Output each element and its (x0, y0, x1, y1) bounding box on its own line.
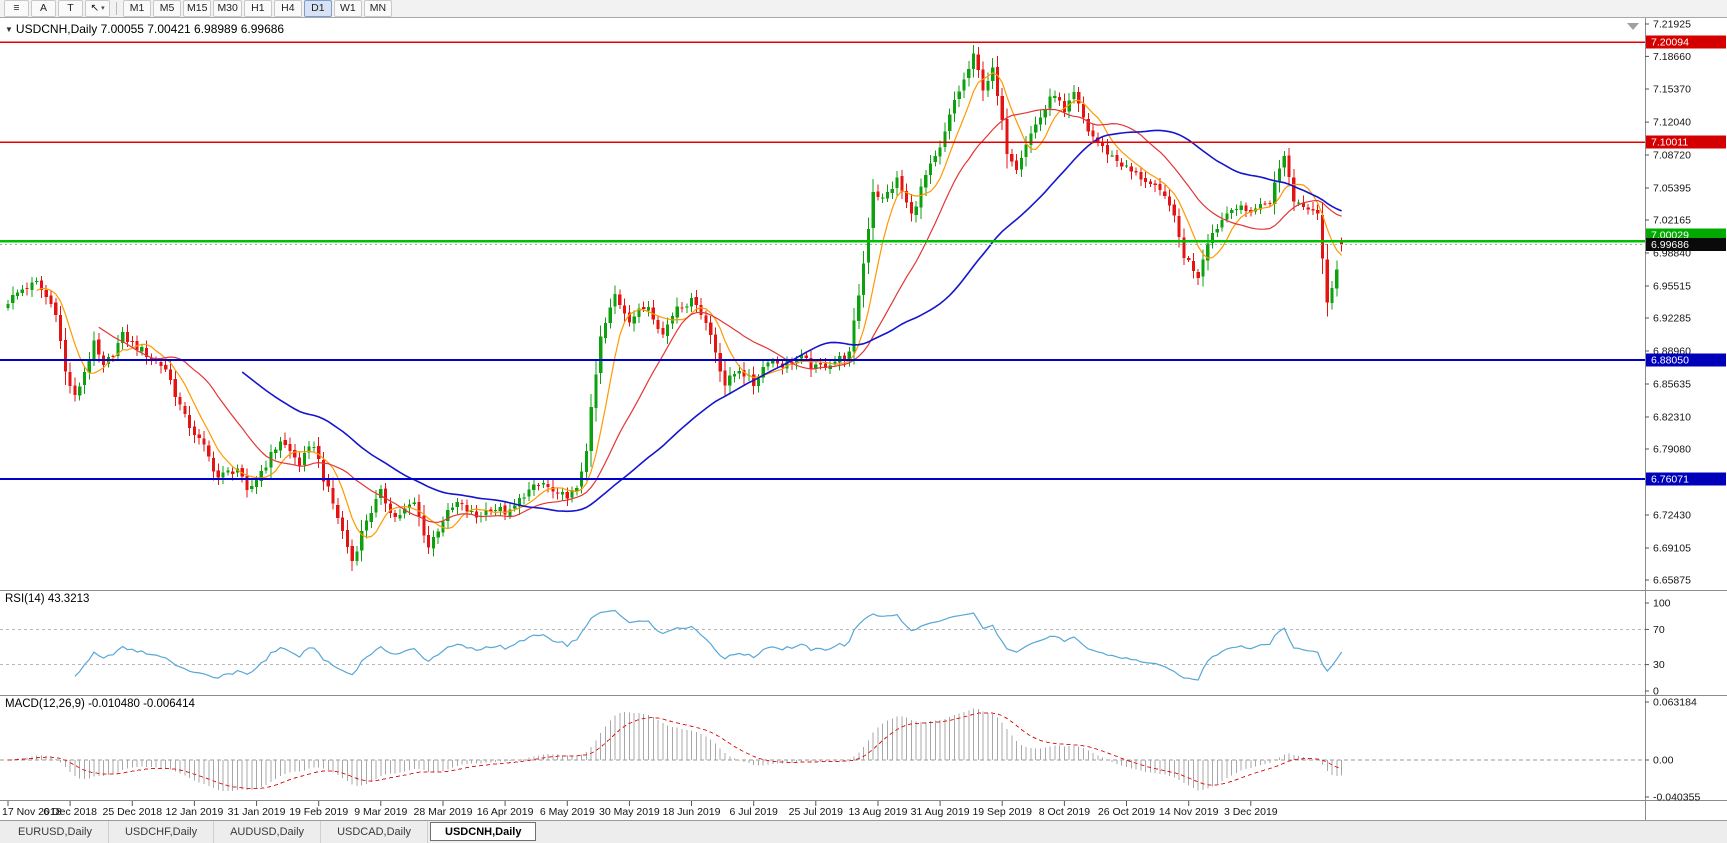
top-toolbar: ≡ A T ↖ ▾ M1 M5 M15 M30 H1 H4 D1 W1 MN (0, 0, 1727, 18)
svg-text:26 Oct 2019: 26 Oct 2019 (1098, 806, 1155, 818)
svg-text:30: 30 (1653, 659, 1665, 671)
horizontal-lines-layer[interactable] (0, 41, 1645, 480)
timeframe-m30-button[interactable]: M30 (213, 0, 242, 17)
svg-text:70: 70 (1653, 624, 1665, 636)
svg-text:25 Jul 2019: 25 Jul 2019 (789, 806, 843, 818)
svg-text:6.76071: 6.76071 (1651, 473, 1689, 485)
svg-text:0: 0 (1653, 686, 1659, 698)
svg-text:6.69105: 6.69105 (1653, 542, 1691, 554)
svg-text:7.12040: 7.12040 (1653, 117, 1691, 129)
symbol-dropdown-icon: ▼ (5, 25, 13, 34)
svg-text:6.85635: 6.85635 (1653, 378, 1691, 390)
charts-icon[interactable]: ≡ (4, 0, 29, 17)
svg-text:6.79080: 6.79080 (1653, 444, 1691, 456)
panel-separators (0, 18, 1727, 820)
tab-usdcnh[interactable]: USDCNH,Daily (430, 822, 537, 841)
svg-text:6 May 2019: 6 May 2019 (540, 806, 595, 818)
chart-shift-marker-icon (1627, 23, 1639, 30)
timeframe-w1-button[interactable]: W1 (333, 0, 362, 17)
svg-text:6 Dec 2018: 6 Dec 2018 (43, 806, 97, 818)
rsi-panel (74, 609, 1343, 681)
chart-title-text: USDCNH,Daily 7.00055 7.00421 6.98989 6.9… (15, 22, 285, 36)
svg-text:6.88050: 6.88050 (1651, 355, 1689, 367)
svg-text:31 Aug 2019: 31 Aug 2019 (911, 806, 970, 818)
macd-panel (7, 708, 1343, 791)
svg-text:18 Jun 2019: 18 Jun 2019 (663, 806, 721, 818)
panel-gridlines (0, 628, 1645, 761)
svg-text:0.00: 0.00 (1653, 755, 1674, 767)
rsi-indicator-label: RSI(14) 43.3213 (5, 593, 90, 605)
svg-text:7.05395: 7.05395 (1653, 182, 1691, 194)
svg-text:6.92285: 6.92285 (1653, 313, 1691, 325)
chart-window: 100 70 30 0 0.063184 0.00 -0.040355 7.21925 7.18… (0, 18, 1727, 820)
timeframe-d1-button[interactable]: D1 (303, 0, 332, 17)
svg-text:7.10011: 7.10011 (1651, 137, 1688, 149)
svg-text:28 Mar 2019: 28 Mar 2019 (413, 806, 472, 818)
svg-text:7.20094: 7.20094 (1651, 37, 1689, 49)
svg-text:31 Jan 2019: 31 Jan 2019 (228, 806, 286, 818)
candles-layer (6, 44, 1344, 571)
price-labels-layer: 7.200947.100117.000296.880506.760716.996… (1646, 35, 1726, 486)
svg-text:100: 100 (1653, 598, 1671, 610)
svg-text:14 Nov 2019: 14 Nov 2019 (1159, 806, 1219, 818)
svg-text:3 Dec 2019: 3 Dec 2019 (1224, 806, 1278, 818)
timeframe-m5-button[interactable]: M5 (153, 0, 181, 17)
svg-text:0.063184: 0.063184 (1653, 696, 1697, 708)
toolbar-separator (116, 2, 117, 15)
svg-text:7.08720: 7.08720 (1653, 149, 1691, 161)
tab-audusd[interactable]: AUDUSD,Daily (214, 821, 322, 843)
svg-text:16 Apr 2019: 16 Apr 2019 (477, 806, 534, 818)
svg-text:19 Sep 2019: 19 Sep 2019 (972, 806, 1032, 818)
tab-usdchf[interactable]: USDCHF,Daily (109, 821, 215, 843)
dropdown-caret-icon: ▾ (101, 5, 105, 12)
chart-ohlc-title: ▼ USDCNH,Daily 7.00055 7.00421 6.98989 6.… (5, 22, 284, 36)
chart-misc (1627, 23, 1639, 30)
svg-text:7.21925: 7.21925 (1653, 19, 1691, 31)
svg-text:6.82310: 6.82310 (1653, 411, 1691, 423)
cursor-tool-button[interactable]: ↖ ▾ (85, 0, 110, 17)
svg-text:8 Oct 2019: 8 Oct 2019 (1039, 806, 1091, 818)
timeframe-h1-button[interactable]: H1 (243, 0, 272, 17)
chart-canvas[interactable]: 100 70 30 00.063184 0.00 -0.040355 7.21925 7.18… (0, 18, 1727, 820)
svg-text:25 Dec 2018: 25 Dec 2018 (103, 806, 163, 818)
svg-text:6.72430: 6.72430 (1653, 509, 1691, 521)
timeframe-m1-button[interactable]: M1 (123, 0, 151, 17)
cursor-tool-button: ↖ (90, 2, 100, 14)
svg-text:6.65875: 6.65875 (1653, 575, 1691, 587)
svg-text:-0.040355: -0.040355 (1653, 792, 1700, 804)
timeframe-m15-button[interactable]: M15 (183, 0, 212, 17)
svg-text:9 Mar 2019: 9 Mar 2019 (354, 806, 407, 818)
chart-tab-bar: EURUSD,Daily USDCHF,Daily AUDUSD,Daily USDC… (0, 820, 1727, 843)
svg-text:6.95515: 6.95515 (1653, 280, 1691, 292)
svg-text:13 Aug 2019: 13 Aug 2019 (848, 806, 907, 818)
timeframe-h4-button[interactable]: H4 (273, 0, 302, 17)
svg-text:7.18660: 7.18660 (1653, 51, 1691, 63)
svg-text:7.02165: 7.02165 (1653, 215, 1691, 227)
svg-text:7.15370: 7.15370 (1653, 84, 1691, 96)
svg-text:12 Jan 2019: 12 Jan 2019 (166, 806, 224, 818)
tab-usdcad[interactable]: USDCAD,Daily (321, 821, 429, 843)
macd-indicator-label: MACD(12,26,9) -0.010480 -0.006414 (5, 698, 195, 710)
svg-text:6 Jul 2019: 6 Jul 2019 (729, 806, 778, 818)
charts-icon: ≡ (13, 2, 20, 14)
svg-text:19 Feb 2019: 19 Feb 2019 (289, 806, 348, 818)
timeframe-mn-button[interactable]: MN (363, 0, 392, 17)
toolbar-buttons: ≡ A T ↖ ▾ M1 M5 M15 M30 H1 H4 D1 W1 MN (3, 0, 393, 17)
text-tool-button[interactable]: T (58, 0, 83, 17)
svg-text:17 Nov 2018: 17 Nov 2018 (2, 806, 62, 818)
tab-eurusd[interactable]: EURUSD,Daily (2, 821, 109, 843)
svg-text:30 May 2019: 30 May 2019 (599, 806, 660, 818)
svg-text:6.99686: 6.99686 (1651, 239, 1689, 251)
font-tool-button[interactable]: A (31, 0, 56, 17)
